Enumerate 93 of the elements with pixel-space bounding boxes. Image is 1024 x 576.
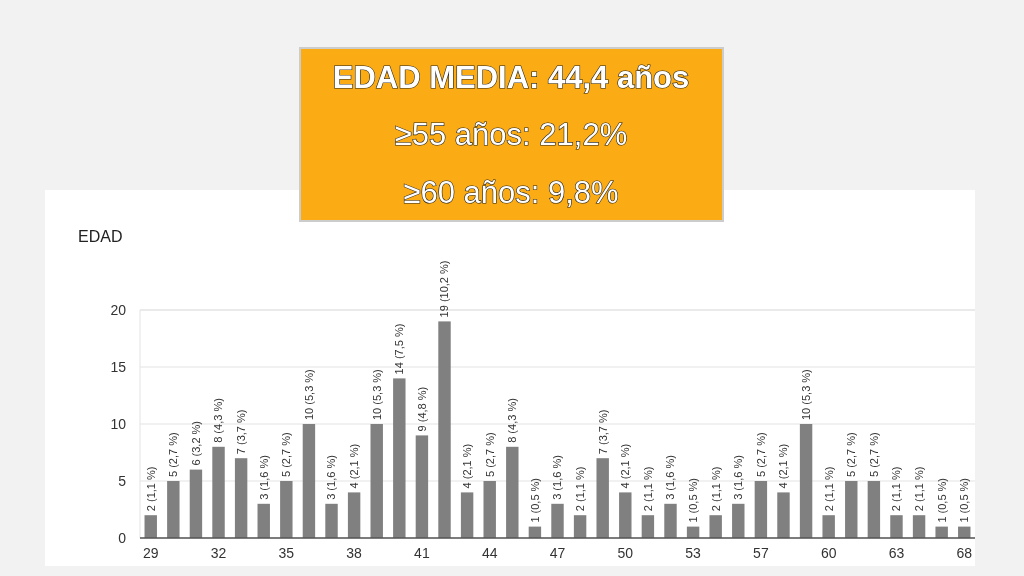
bar xyxy=(777,492,790,538)
data-label: 3 (1,6 %) xyxy=(732,455,745,500)
bar xyxy=(619,492,632,538)
data-label: 19 (10,2 %) xyxy=(438,260,451,318)
x-tick-label: 53 xyxy=(685,545,702,561)
data-label: 8 (4,3 %) xyxy=(212,398,225,443)
bar xyxy=(845,481,858,538)
data-label: 5 (2,7 %) xyxy=(167,432,180,477)
x-tick-label: 68 xyxy=(956,545,973,561)
data-label: 5 (2,7 %) xyxy=(867,432,880,477)
data-label: 2 (1,1 %) xyxy=(822,466,835,512)
bar xyxy=(822,515,835,538)
data-label: 3 (1,6 %) xyxy=(551,455,564,500)
data-label: 10 (5,3 %) xyxy=(370,369,383,420)
bar xyxy=(325,503,338,538)
bar xyxy=(732,503,745,538)
x-tick-label: 47 xyxy=(549,545,566,561)
bar xyxy=(415,435,429,538)
data-label: 1 (0,5 %) xyxy=(958,477,971,523)
y-tick-label: 5 xyxy=(118,472,127,489)
bar xyxy=(799,424,813,538)
data-label: 1 (0,5 %) xyxy=(528,477,541,523)
x-tick-label: 32 xyxy=(210,545,227,561)
data-label: 5 (2,7 %) xyxy=(483,432,496,477)
bar xyxy=(890,515,903,538)
text: ≥55 años: 21,2% xyxy=(394,117,628,153)
data-label: 1 (0,5 %) xyxy=(935,477,948,523)
data-label: 2 (1,1 %) xyxy=(709,466,722,512)
bar xyxy=(867,481,881,538)
x-tick-label: 29 xyxy=(142,545,159,561)
bar xyxy=(483,481,496,538)
data-label: 3 (1,6 %) xyxy=(664,455,677,500)
data-label: 3 (1,6 %) xyxy=(257,455,270,500)
bar xyxy=(709,515,722,538)
data-label: 2 (1,1 %) xyxy=(890,466,903,512)
x-tick-label: 41 xyxy=(414,545,430,561)
bar xyxy=(506,446,519,538)
bar xyxy=(438,321,451,538)
bar xyxy=(144,515,157,538)
chart-title: EDAD xyxy=(78,228,123,245)
bar xyxy=(754,481,768,538)
data-label: 5 (2,7 %) xyxy=(845,432,858,477)
x-tick-label: 50 xyxy=(617,545,634,561)
y-tick-label: 20 xyxy=(110,301,127,318)
text: EDAD MEDIA: 44,4 años xyxy=(332,59,690,95)
data-label: 2 (1,1 %) xyxy=(912,466,925,512)
data-label: 4 (2,1 %) xyxy=(777,443,790,489)
bar xyxy=(280,481,293,538)
data-label: 2 (1,1 %) xyxy=(573,466,586,512)
x-tick-label: 44 xyxy=(481,545,498,561)
data-label: 5 (2,7 %) xyxy=(754,432,767,477)
x-tick-label: 63 xyxy=(888,545,905,561)
y-tick-label: 10 xyxy=(110,415,127,432)
data-label: 14 (7,5 %) xyxy=(393,323,406,375)
data-label: 7 (3,7 %) xyxy=(596,409,609,455)
bar xyxy=(257,503,270,538)
data-label: 9 (4,8 %) xyxy=(415,386,428,432)
bar xyxy=(370,424,383,538)
data-label: 5 (2,7 %) xyxy=(280,432,293,477)
bar xyxy=(664,503,677,538)
bar xyxy=(212,446,225,538)
bar xyxy=(302,424,316,538)
data-label: 7 (3,7 %) xyxy=(234,409,247,455)
y-tick-label: 15 xyxy=(110,358,127,375)
data-label: 3 (1,6 %) xyxy=(325,455,338,500)
bar xyxy=(596,458,609,538)
data-label: 1 (0,5 %) xyxy=(686,477,699,523)
data-label: 2 (1,1 %) xyxy=(641,466,654,512)
x-tick-label: 38 xyxy=(346,545,363,561)
data-label: 6 (3,2 %) xyxy=(189,420,202,466)
bar xyxy=(912,515,926,538)
bar xyxy=(234,458,248,538)
bar xyxy=(189,469,203,538)
bar xyxy=(935,526,948,538)
data-label: 10 (5,3 %) xyxy=(302,369,315,420)
data-label: 8 (4,3 %) xyxy=(506,398,519,443)
x-tick-label: 60 xyxy=(820,545,837,561)
bar xyxy=(641,515,655,538)
x-tick-label: 35 xyxy=(278,545,295,561)
text: ≥60 años: 9,8% xyxy=(403,175,619,211)
bar xyxy=(347,492,361,538)
data-label: 4 (2,1 %) xyxy=(619,443,632,489)
bar xyxy=(573,515,587,538)
y-tick-label: 0 xyxy=(118,529,127,546)
bar xyxy=(393,378,406,538)
data-label: 2 (1,1 %) xyxy=(144,466,157,512)
data-label: 4 (2,1 %) xyxy=(460,443,473,489)
x-tick-label: 57 xyxy=(753,545,769,561)
bar xyxy=(460,492,474,538)
data-label: 10 (5,3 %) xyxy=(799,369,812,420)
bar xyxy=(167,481,180,538)
data-label: 4 (2,1 %) xyxy=(347,443,360,489)
bar xyxy=(551,503,564,538)
